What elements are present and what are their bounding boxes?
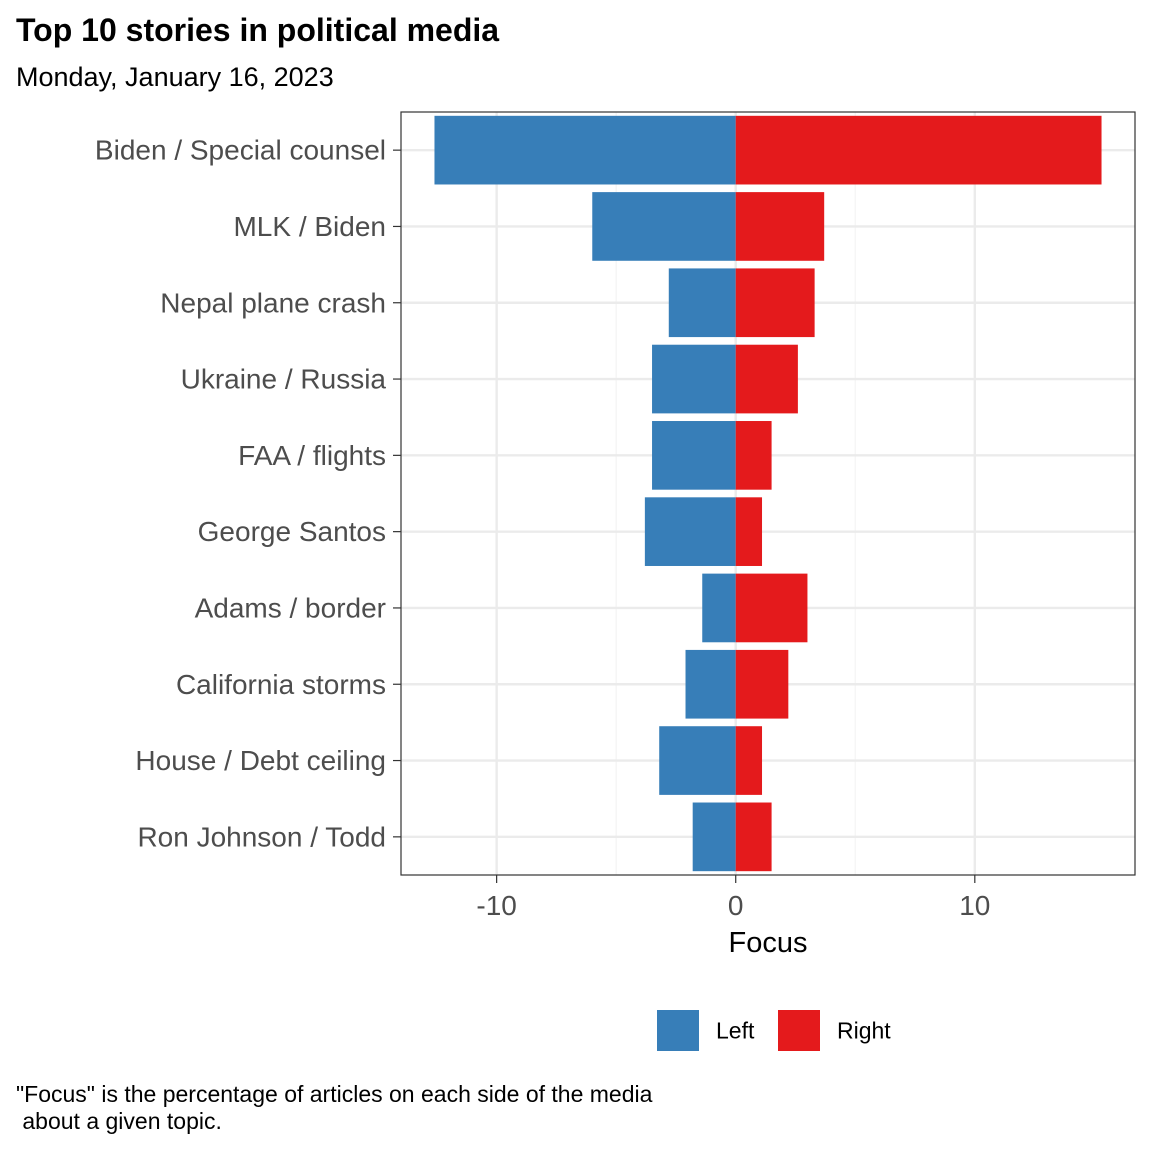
x-tick-label: 10 (959, 890, 990, 921)
legend-label: Left (716, 1018, 755, 1044)
bars (434, 115, 1102, 872)
chart-subtitle: Monday, January 16, 2023 (16, 62, 334, 92)
bar-right (735, 726, 763, 795)
y-tick-label: Ron Johnson / Todd (137, 821, 386, 852)
plot-panel-border (400, 111, 1136, 876)
bar-right (735, 573, 808, 643)
y-tick-label: Ukraine / Russia (181, 364, 387, 395)
bar-right (735, 421, 772, 490)
bar-right (735, 344, 798, 414)
y-tick-label: California storms (176, 669, 386, 700)
bar-left (434, 115, 736, 185)
y-tick-label: FAA / flights (238, 440, 386, 471)
bar-left (659, 726, 736, 795)
x-axis: -10 0 10 (476, 875, 990, 921)
bar-left (644, 497, 736, 566)
y-tick-label: George Santos (198, 516, 386, 547)
x-axis-title: Focus (729, 927, 808, 959)
chart-caption: "Focus" is the percentage of articles on… (16, 1081, 653, 1134)
legend-label: Right (837, 1018, 891, 1044)
bar-right (735, 268, 815, 338)
x-tick-label: 0 (728, 890, 744, 921)
bar-right (735, 497, 763, 566)
y-axis: Biden / Special counsel MLK / Biden Nepal … (95, 135, 401, 852)
y-tick-label: Biden / Special counsel (95, 135, 386, 166)
bar-right (735, 192, 825, 261)
bar-left (652, 344, 736, 414)
y-tick-label: MLK / Biden (233, 211, 386, 242)
bar-left (592, 192, 736, 261)
y-tick-label: Adams / border (195, 592, 386, 623)
legend: Left Right (657, 1010, 891, 1051)
y-tick-label: Nepal plane crash (160, 287, 386, 318)
bar-left (685, 649, 736, 719)
bar-left (668, 268, 736, 338)
legend-key-right (778, 1010, 820, 1051)
bar-right (735, 115, 1102, 185)
bar-left (692, 802, 736, 872)
chart-title: Top 10 stories in political media (16, 12, 500, 48)
bar-right (735, 802, 772, 872)
legend-key-left (657, 1010, 699, 1051)
y-tick-label: House / Debt ceiling (135, 745, 386, 776)
bar-right (735, 649, 789, 719)
bar-left (702, 573, 736, 643)
x-tick-label: -10 (476, 890, 516, 921)
bar-left (652, 421, 736, 490)
